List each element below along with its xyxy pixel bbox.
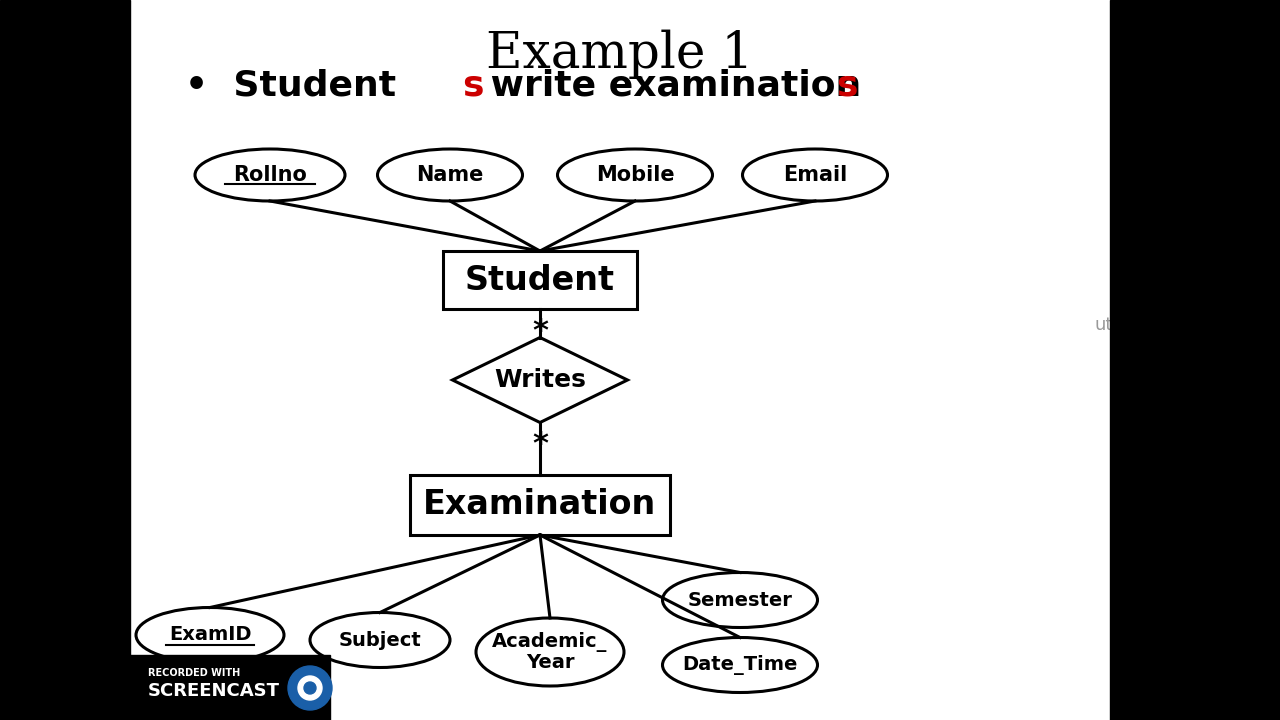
Text: Example 1: Example 1 bbox=[486, 30, 754, 79]
Text: *: * bbox=[532, 430, 548, 459]
Text: Subject: Subject bbox=[339, 631, 421, 649]
Text: Mobile: Mobile bbox=[595, 165, 675, 185]
Text: s: s bbox=[462, 68, 484, 102]
Text: Name: Name bbox=[416, 165, 484, 185]
Text: RECORDED WITH: RECORDED WITH bbox=[148, 668, 241, 678]
Text: Email: Email bbox=[783, 165, 847, 185]
Text: Rollno: Rollno bbox=[233, 165, 307, 185]
Bar bbox=[131, 655, 330, 720]
Text: Semester: Semester bbox=[687, 590, 792, 610]
Circle shape bbox=[298, 676, 323, 700]
Text: SCREENCAST: SCREENCAST bbox=[148, 682, 280, 700]
Text: write examination: write examination bbox=[477, 68, 861, 102]
Text: Writes: Writes bbox=[494, 368, 586, 392]
Text: ExamID: ExamID bbox=[169, 626, 251, 644]
Text: •  Student: • Student bbox=[186, 68, 396, 102]
Text: Student: Student bbox=[465, 264, 614, 297]
Text: Examination: Examination bbox=[424, 488, 657, 521]
Circle shape bbox=[288, 666, 332, 710]
Text: s: s bbox=[836, 68, 858, 102]
Text: Date_Time: Date_Time bbox=[682, 655, 797, 675]
Text: MATIC: MATIC bbox=[335, 689, 374, 699]
Bar bbox=[1110, 0, 1280, 720]
Text: Academic_
Year: Academic_ Year bbox=[493, 631, 608, 672]
Text: utes: utes bbox=[1094, 316, 1134, 334]
Bar bbox=[0, 0, 131, 720]
Circle shape bbox=[305, 682, 316, 694]
Text: *: * bbox=[532, 317, 548, 346]
